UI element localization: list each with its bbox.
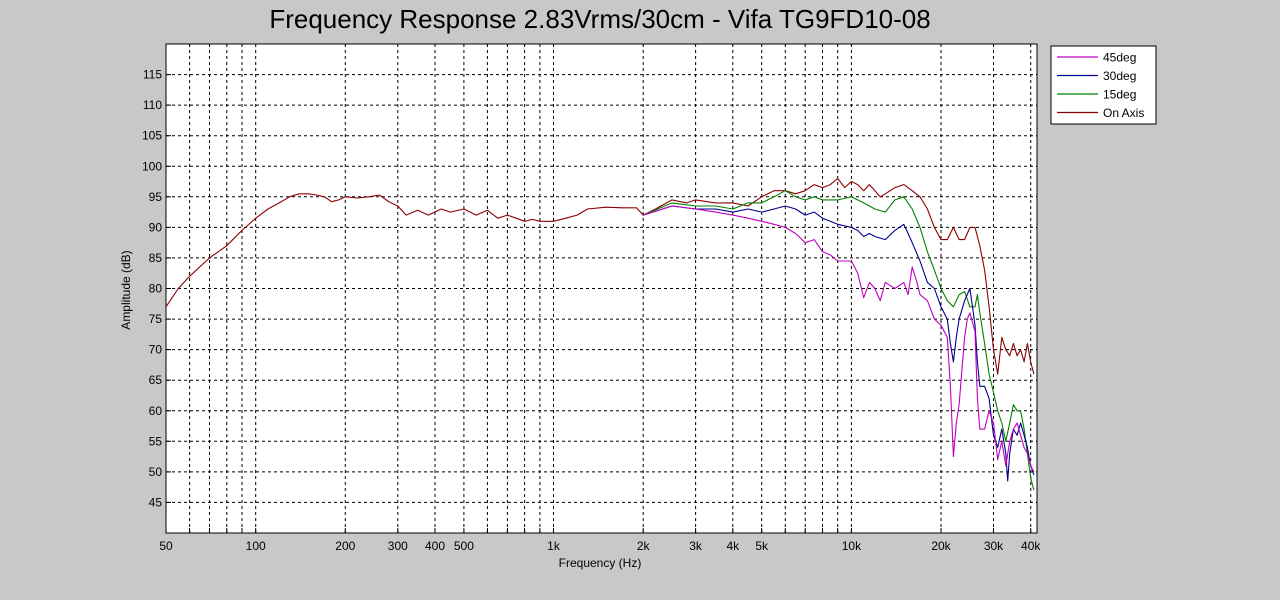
x-tick-label: 5k [755,539,769,553]
x-tick-label: 300 [388,539,408,553]
x-tick-label: 500 [454,539,474,553]
x-tick-label: 1k [547,539,561,553]
y-tick-label: 70 [149,343,163,357]
y-tick-label: 50 [149,465,163,479]
x-tick-label: 10k [842,539,862,553]
x-tick-label: 200 [335,539,355,553]
legend-label: 30deg [1103,69,1136,83]
legend-label: 15deg [1103,88,1136,102]
x-tick-labels: 50 100 200 300 400 500 1k 2k 3k 4k 5k 10k 20k 30k 40k [159,539,1041,553]
x-tick-label: 400 [425,539,445,553]
series-line-45deg [643,205,1035,473]
y-tick-label: 110 [143,98,162,112]
y-tick-label: 55 [149,434,163,448]
series-line-15deg [642,190,1035,491]
legend: 45deg 30deg 15deg On Axis [1050,45,1157,125]
y-tick-label: 95 [149,190,163,204]
chart-title: Frequency Response 2.83Vrms/30cm - Vifa … [269,4,931,34]
x-tick-label: 4k [726,539,740,553]
x-tick-label: 50 [159,539,173,553]
legend-label: On Axis [1103,106,1144,120]
y-tick-label: 85 [149,251,163,265]
series-lines [165,177,1035,491]
x-tick-label: 30k [984,539,1004,553]
legend-label: 45deg [1103,51,1136,65]
y-tick-label: 75 [149,312,163,326]
legend-box [1050,45,1157,125]
y-tick-label: 60 [149,404,163,418]
y-tick-label: 100 [142,159,162,173]
y-tick-label: 80 [149,282,163,296]
tick-marks [166,74,1032,533]
x-axis-label: Frequency (Hz) [559,556,642,570]
y-tick-label: 65 [149,373,163,387]
y-tick-labels: 45 50 55 60 65 70 75 80 85 90 95 100 105 110 115 [142,68,162,510]
y-tick-label: 45 [149,495,163,509]
y-tick-label: 105 [142,129,162,143]
series-line-on-axis [165,177,1035,375]
y-axis-label: Amplitude (dB) [119,250,133,329]
x-tick-label: 20k [931,539,951,553]
y-tick-label: 90 [149,220,163,234]
x-tick-label: 2k [637,539,651,553]
x-tick-label: 40k [1021,539,1041,553]
x-tick-label: 3k [689,539,703,553]
grid-lines [166,44,1037,533]
series-line-30deg [643,205,1035,482]
x-tick-label: 100 [246,539,266,553]
y-tick-label: 115 [143,68,162,82]
